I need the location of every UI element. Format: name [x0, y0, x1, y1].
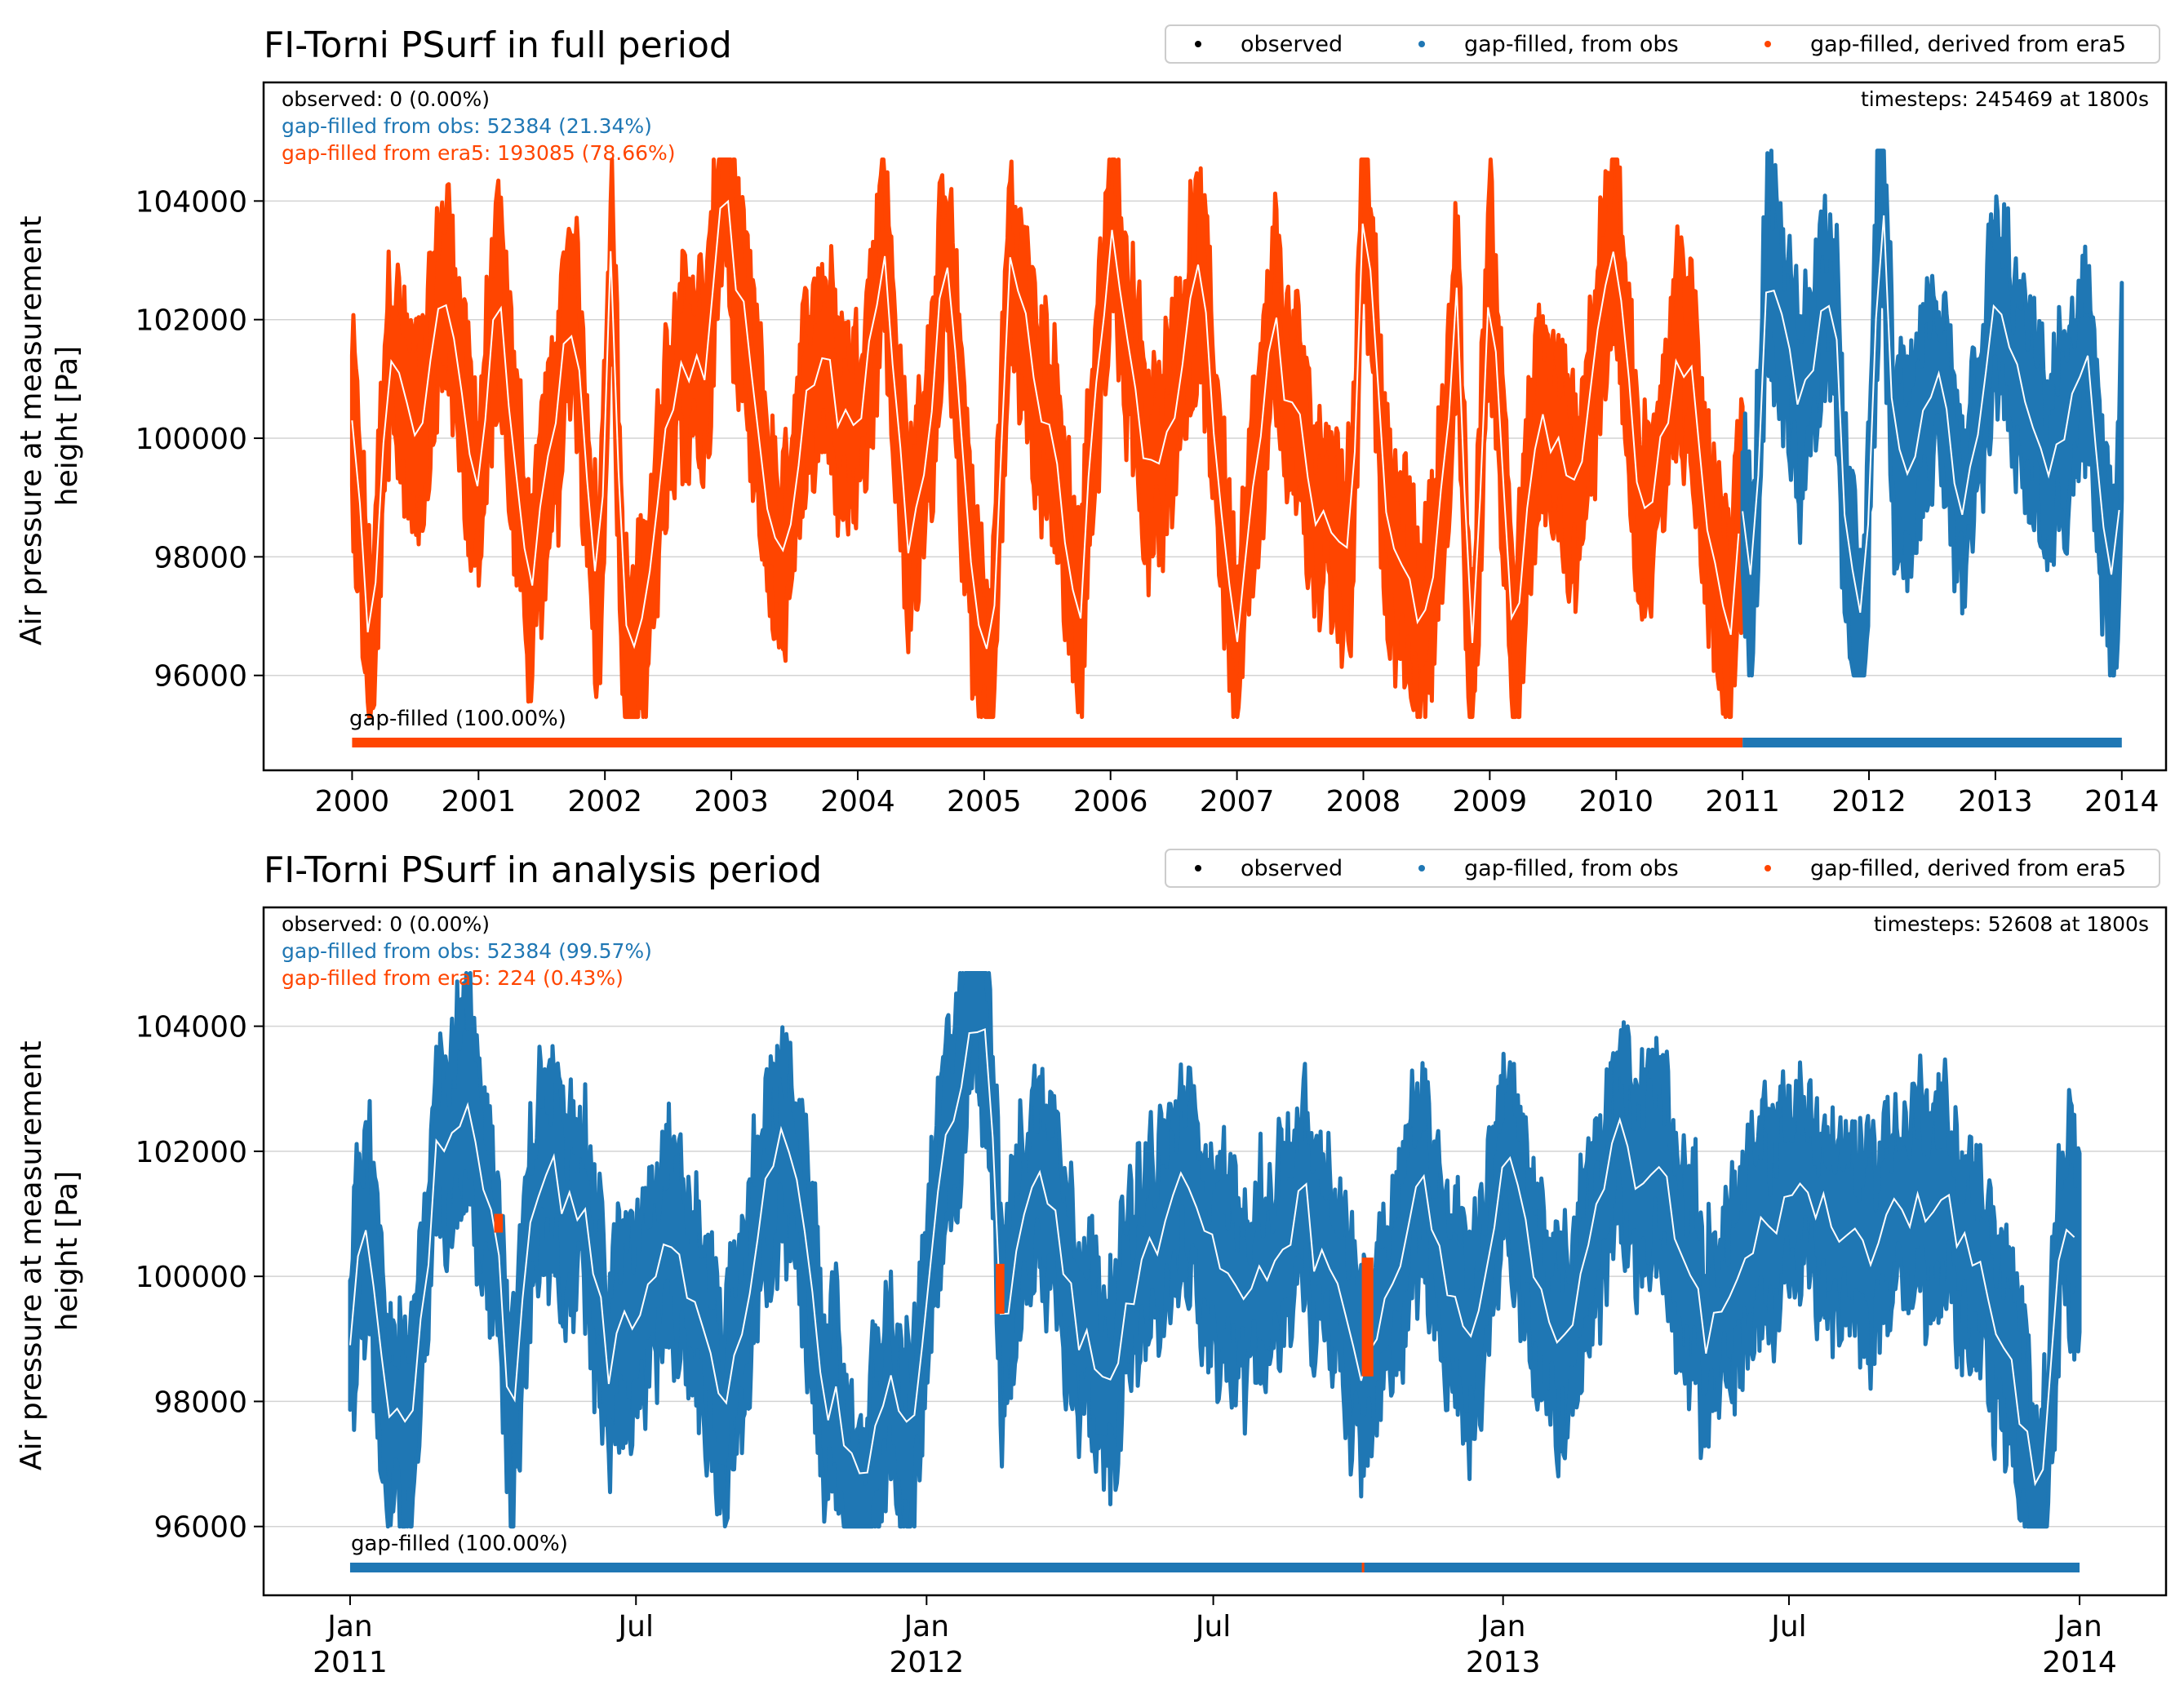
- y-tick-label: 96000: [153, 660, 247, 694]
- series-mean-line: [351, 199, 1740, 650]
- axes-frame: [262, 906, 2168, 1597]
- x-tick-label: Jan: [903, 1610, 950, 1643]
- x-tick-label: Jul: [1194, 1610, 1231, 1643]
- x-tick-label: 2000: [315, 785, 390, 818]
- y-tick-label: 100000: [135, 1261, 247, 1294]
- legend-label-obs: gap-filled, from obs: [1464, 856, 1679, 881]
- plot-area: [264, 149, 2166, 747]
- legend-marker-observed: [1195, 41, 1201, 47]
- y-axis-label: Air pressure at measurement height [Pa]: [15, 1031, 84, 1470]
- legend-box: [1165, 24, 2160, 64]
- x-tick-label: 2010: [1578, 785, 1654, 818]
- stat-era5: gap-filled from era5: 193085 (78.66%): [282, 141, 676, 165]
- x-tick-label: 2006: [1073, 785, 1148, 818]
- legend-marker-era5: [1765, 865, 1771, 871]
- coverage-bar-era5: [352, 738, 1743, 747]
- stat-observed: observed: 0 (0.00%): [282, 912, 490, 936]
- y-axis-label-line-1: Air pressure at measurement: [15, 215, 48, 645]
- x-tick-label: 2014: [2042, 1646, 2117, 1679]
- x-tick-label: 2001: [441, 785, 516, 818]
- legend-marker-observed: [1195, 865, 1201, 871]
- x-tick-label: 2008: [1326, 785, 1401, 818]
- panel-analysis-period: FI-Torni PSurf in analysis period observ…: [15, 849, 2168, 1679]
- x-tick-label: Jan: [2055, 1610, 2102, 1643]
- y-tick-label: 98000: [153, 1386, 247, 1419]
- legend-label-observed: observed: [1241, 32, 1343, 57]
- stat-era5: gap-filled from era5: 224 (0.43%): [282, 966, 624, 990]
- y-tick-label: 104000: [135, 185, 247, 219]
- y-axis-label-line-2: height [Pa]: [51, 346, 84, 506]
- axis-ticks: 96000 98000 100000 102000 104000 2000 2001 2002…: [135, 185, 2160, 818]
- axes-frame: [262, 81, 2168, 772]
- x-tick-label: 2012: [1831, 785, 1907, 818]
- chart-title: FI-Torni PSurf in analysis period: [264, 849, 822, 891]
- x-tick-label: 2004: [820, 785, 895, 818]
- x-tick-label: Jul: [1769, 1610, 1806, 1643]
- legend-label-observed: observed: [1241, 856, 1343, 881]
- plot-area: [264, 971, 2166, 1572]
- series-mean-line: [349, 1027, 2075, 1487]
- x-tick-label: 2013: [1466, 1646, 1541, 1679]
- stat-timesteps: timesteps: 245469 at 1800s: [1861, 87, 2149, 111]
- coverage-label: gap-filled (100.00%): [351, 1532, 568, 1556]
- chart-title: FI-Torni PSurf in full period: [264, 24, 732, 66]
- era5-segment: [494, 1213, 504, 1233]
- era5-segment: [996, 1263, 1005, 1315]
- legend-label-era5: gap-filled, derived from era5: [1810, 856, 2126, 881]
- x-tick-label: 2005: [947, 785, 1022, 818]
- x-tick-label: 2012: [890, 1646, 965, 1679]
- coverage-bar-era5: [1361, 1563, 1365, 1572]
- legend: observed gap-filled, from obs gap-filled…: [1165, 849, 2160, 888]
- legend-label-obs: gap-filled, from obs: [1464, 32, 1679, 57]
- x-tick-label: 2011: [1705, 785, 1780, 818]
- x-tick-label: 2002: [567, 785, 642, 818]
- y-tick-label: 100000: [135, 423, 247, 456]
- y-axis-label: Air pressure at measurement height [Pa]: [15, 206, 84, 645]
- legend-label-era5: gap-filled, derived from era5: [1810, 32, 2126, 57]
- legend-box: [1165, 849, 2160, 888]
- stat-observed: observed: 0 (0.00%): [282, 87, 490, 111]
- x-tick-label: 2009: [1453, 785, 1528, 818]
- stat-timesteps: timesteps: 52608 at 1800s: [1874, 912, 2149, 936]
- x-tick-label: 2013: [1958, 785, 2033, 818]
- coverage-label: gap-filled (100.00%): [349, 707, 566, 731]
- y-tick-label: 96000: [153, 1511, 247, 1545]
- legend-marker-era5: [1765, 41, 1771, 47]
- x-tick-label: 2007: [1200, 785, 1275, 818]
- legend: observed gap-filled, from obs gap-filled…: [1165, 24, 2160, 64]
- y-tick-label: 102000: [135, 1136, 247, 1169]
- series-obs: [348, 971, 2082, 1529]
- stat-obs: gap-filled from obs: 52384 (99.57%): [282, 939, 652, 963]
- x-tick-label: 2011: [313, 1646, 388, 1679]
- coverage-bar-obs: [1742, 738, 2122, 747]
- legend-marker-obs: [1418, 41, 1425, 47]
- panel-full-period: FI-Torni PSurf in full period observed g…: [15, 24, 2168, 818]
- y-axis-label-line-1: Air pressure at measurement: [15, 1040, 48, 1470]
- y-tick-label: 104000: [135, 1011, 247, 1044]
- series-era5: [349, 157, 1745, 720]
- x-tick-label: Jan: [326, 1610, 373, 1643]
- y-tick-label: 102000: [135, 304, 247, 338]
- legend-marker-obs: [1418, 865, 1425, 871]
- x-tick-label: Jan: [1479, 1610, 1526, 1643]
- stat-obs: gap-filled from obs: 52384 (21.34%): [282, 114, 652, 138]
- series-mean-line: [1742, 215, 2120, 613]
- x-tick-label: 2003: [694, 785, 769, 818]
- series-obs: [1740, 149, 2124, 678]
- x-tick-label: Jul: [617, 1610, 654, 1643]
- y-tick-label: 98000: [153, 541, 247, 574]
- era5-segment: [1361, 1257, 1374, 1377]
- y-axis-label-line-2: height [Pa]: [51, 1171, 84, 1331]
- coverage-bar-obs: [349, 1563, 2080, 1572]
- x-tick-label: 2014: [2084, 785, 2160, 818]
